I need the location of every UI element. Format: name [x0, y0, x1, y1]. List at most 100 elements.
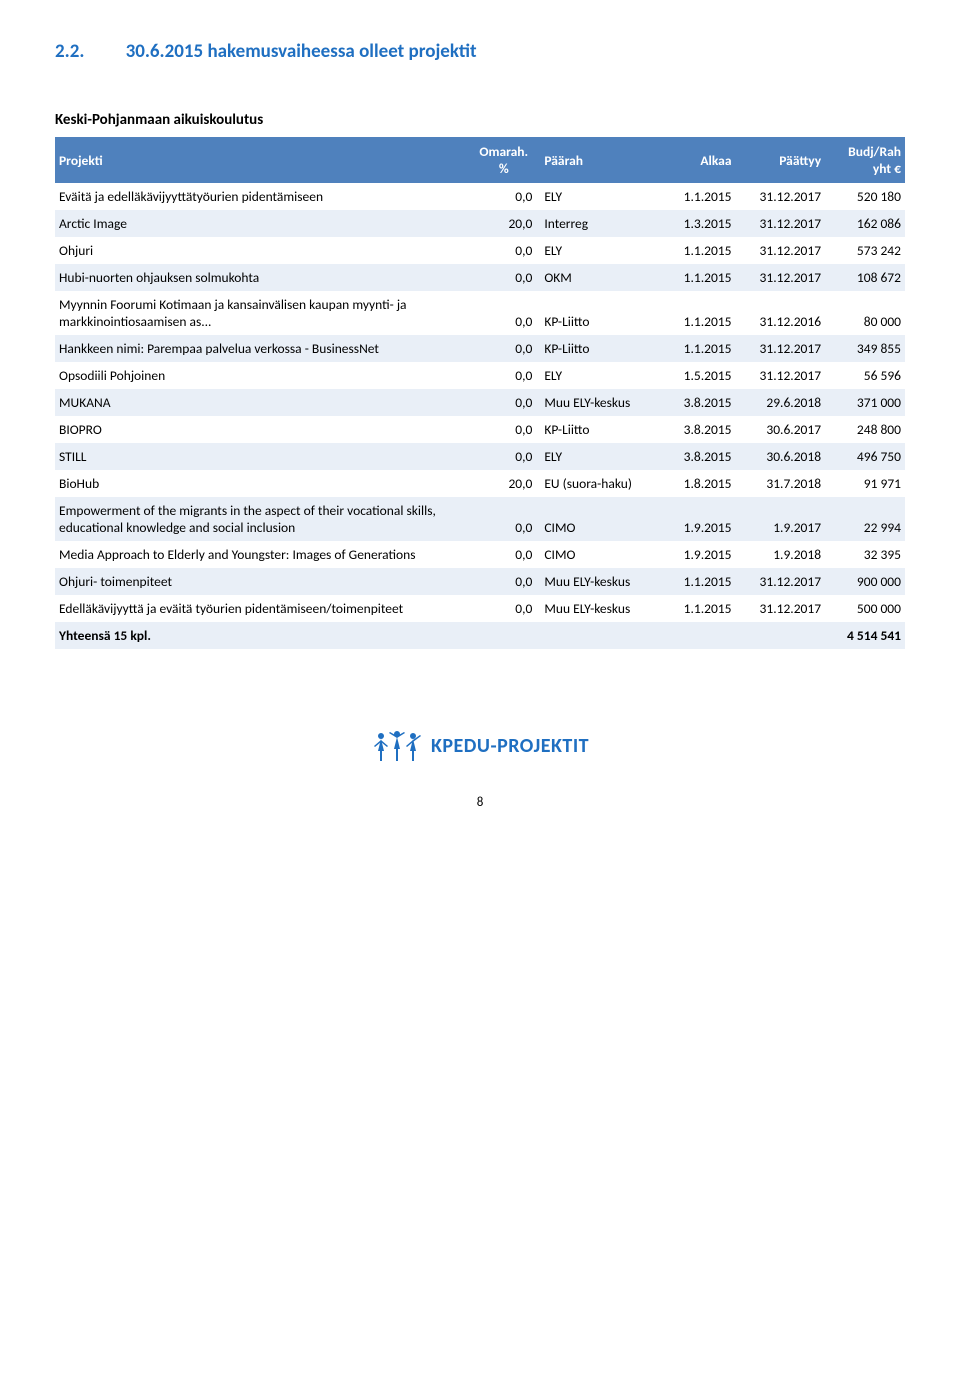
table-cell: 31.12.2017	[736, 183, 826, 210]
table-cell: 1.1.2015	[664, 335, 736, 362]
col-project: Projekti	[55, 137, 467, 183]
table-body: Eväitä ja edelläkävijyyttätyöurien piden…	[55, 183, 905, 649]
table-cell: Eväitä ja edelläkävijyyttätyöurien piden…	[55, 183, 467, 210]
table-cell: Muu ELY-keskus	[540, 595, 663, 622]
table-cell: Arctic Image	[55, 210, 467, 237]
table-cell: EU (suora-haku)	[540, 470, 663, 497]
table-cell: Muu ELY-keskus	[540, 568, 663, 595]
col-omarah-line1: Omarah.	[471, 143, 536, 160]
table-row: STILL0,0ELY3.8.201530.6.2018496 750	[55, 443, 905, 470]
table-cell: 0,0	[467, 335, 540, 362]
table-cell: 31.12.2017	[736, 595, 826, 622]
col-alkaa: Alkaa	[664, 137, 736, 183]
col-omarah: Omarah. %	[467, 137, 540, 183]
table-cell: 22 994	[825, 497, 905, 541]
table-cell: ELY	[540, 237, 663, 264]
table-cell: 573 242	[825, 237, 905, 264]
table-cell: CIMO	[540, 541, 663, 568]
total-label: Yhteensä 15 kpl.	[55, 622, 540, 649]
table-cell: 1.3.2015	[664, 210, 736, 237]
col-paattyy: Päättyy	[736, 137, 826, 183]
table-cell: 56 596	[825, 362, 905, 389]
table-cell: ELY	[540, 443, 663, 470]
table-cell: 30.6.2018	[736, 443, 826, 470]
table-total-row: Yhteensä 15 kpl.4 514 541	[55, 622, 905, 649]
table-header-row: Projekti Omarah. % Päärah Alkaa Päättyy …	[55, 137, 905, 183]
table-cell: 30.6.2017	[736, 416, 826, 443]
table-cell: 3.8.2015	[664, 416, 736, 443]
table-cell: 32 395	[825, 541, 905, 568]
table-cell: 0,0	[467, 595, 540, 622]
table-cell: 162 086	[825, 210, 905, 237]
table-cell: 31.7.2018	[736, 470, 826, 497]
table-cell: 900 000	[825, 568, 905, 595]
page-number: 8	[55, 795, 905, 810]
table-cell: 80 000	[825, 291, 905, 335]
table-cell: 20,0	[467, 210, 540, 237]
table-row: Hubi-nuorten ohjauksen solmukohta0,0OKM1…	[55, 264, 905, 291]
col-omarah-line2: %	[471, 160, 536, 177]
table-cell: 248 800	[825, 416, 905, 443]
table-cell: 31.12.2017	[736, 264, 826, 291]
table-row: BIOPRO0,0KP-Liitto3.8.201530.6.2017248 8…	[55, 416, 905, 443]
table-cell: 0,0	[467, 497, 540, 541]
table-cell: 31.12.2017	[736, 210, 826, 237]
table-row: Eväitä ja edelläkävijyyttätyöurien piden…	[55, 183, 905, 210]
table-cell: 1.1.2015	[664, 183, 736, 210]
table-row: Media Approach to Elderly and Youngster:…	[55, 541, 905, 568]
table-cell: 1.9.2015	[664, 497, 736, 541]
table-cell: 1.8.2015	[664, 470, 736, 497]
table-cell: 1.9.2015	[664, 541, 736, 568]
table-cell: 500 000	[825, 595, 905, 622]
table-cell: Myynnin Foorumi Kotimaan ja kansainvälis…	[55, 291, 467, 335]
table-cell: 371 000	[825, 389, 905, 416]
logo-text: KPEDU-PROJEKTIT	[431, 734, 589, 758]
table-cell: 108 672	[825, 264, 905, 291]
table-cell: 1.1.2015	[664, 568, 736, 595]
table-cell: Empowerment of the migrants in the aspec…	[55, 497, 467, 541]
table-cell: ELY	[540, 183, 663, 210]
table-cell: CIMO	[540, 497, 663, 541]
table-cell: KP-Liitto	[540, 335, 663, 362]
table-cell: 1.1.2015	[664, 291, 736, 335]
table-row: Opsodiili Pohjoinen0,0ELY1.5.201531.12.2…	[55, 362, 905, 389]
section-number: 2.2.	[55, 40, 84, 63]
section-title: 30.6.2015 hakemusvaiheessa olleet projek…	[126, 40, 477, 63]
table-cell: ELY	[540, 362, 663, 389]
table-cell: 31.12.2017	[736, 335, 826, 362]
table-cell: KP-Liitto	[540, 291, 663, 335]
table-row: Edelläkävijyyttä ja eväitä työurien pide…	[55, 595, 905, 622]
table-cell: 1.1.2015	[664, 237, 736, 264]
table-cell: STILL	[55, 443, 467, 470]
col-budj: Budj/Rah yht €	[825, 137, 905, 183]
table-cell: Edelläkävijyyttä ja eväitä työurien pide…	[55, 595, 467, 622]
table-row: Empowerment of the migrants in the aspec…	[55, 497, 905, 541]
table-cell: 1.5.2015	[664, 362, 736, 389]
people-icon	[371, 729, 425, 763]
table-cell: 0,0	[467, 443, 540, 470]
table-cell	[664, 622, 736, 649]
table-cell: 0,0	[467, 183, 540, 210]
table-cell: 91 971	[825, 470, 905, 497]
table-cell: 3.8.2015	[664, 443, 736, 470]
table-cell: 0,0	[467, 264, 540, 291]
projects-table: Projekti Omarah. % Päärah Alkaa Päättyy …	[55, 137, 905, 649]
table-cell: KP-Liitto	[540, 416, 663, 443]
table-cell: 0,0	[467, 291, 540, 335]
table-cell: 0,0	[467, 568, 540, 595]
table-cell: 0,0	[467, 416, 540, 443]
logo: KPEDU-PROJEKTIT	[371, 729, 589, 763]
table-cell: Interreg	[540, 210, 663, 237]
table-row: Myynnin Foorumi Kotimaan ja kansainvälis…	[55, 291, 905, 335]
table-row: MUKANA0,0Muu ELY-keskus3.8.201529.6.2018…	[55, 389, 905, 416]
table-cell: 31.12.2017	[736, 568, 826, 595]
table-cell: Hubi-nuorten ohjauksen solmukohta	[55, 264, 467, 291]
table-cell: 0,0	[467, 237, 540, 264]
table-cell: 31.12.2017	[736, 362, 826, 389]
table-cell: 31.12.2016	[736, 291, 826, 335]
footer: KPEDU-PROJEKTIT 8	[55, 729, 905, 810]
table-cell: 29.6.2018	[736, 389, 826, 416]
table-cell: 3.8.2015	[664, 389, 736, 416]
table-cell: MUKANA	[55, 389, 467, 416]
table-row: Ohjuri- toimenpiteet0,0Muu ELY-keskus1.1…	[55, 568, 905, 595]
